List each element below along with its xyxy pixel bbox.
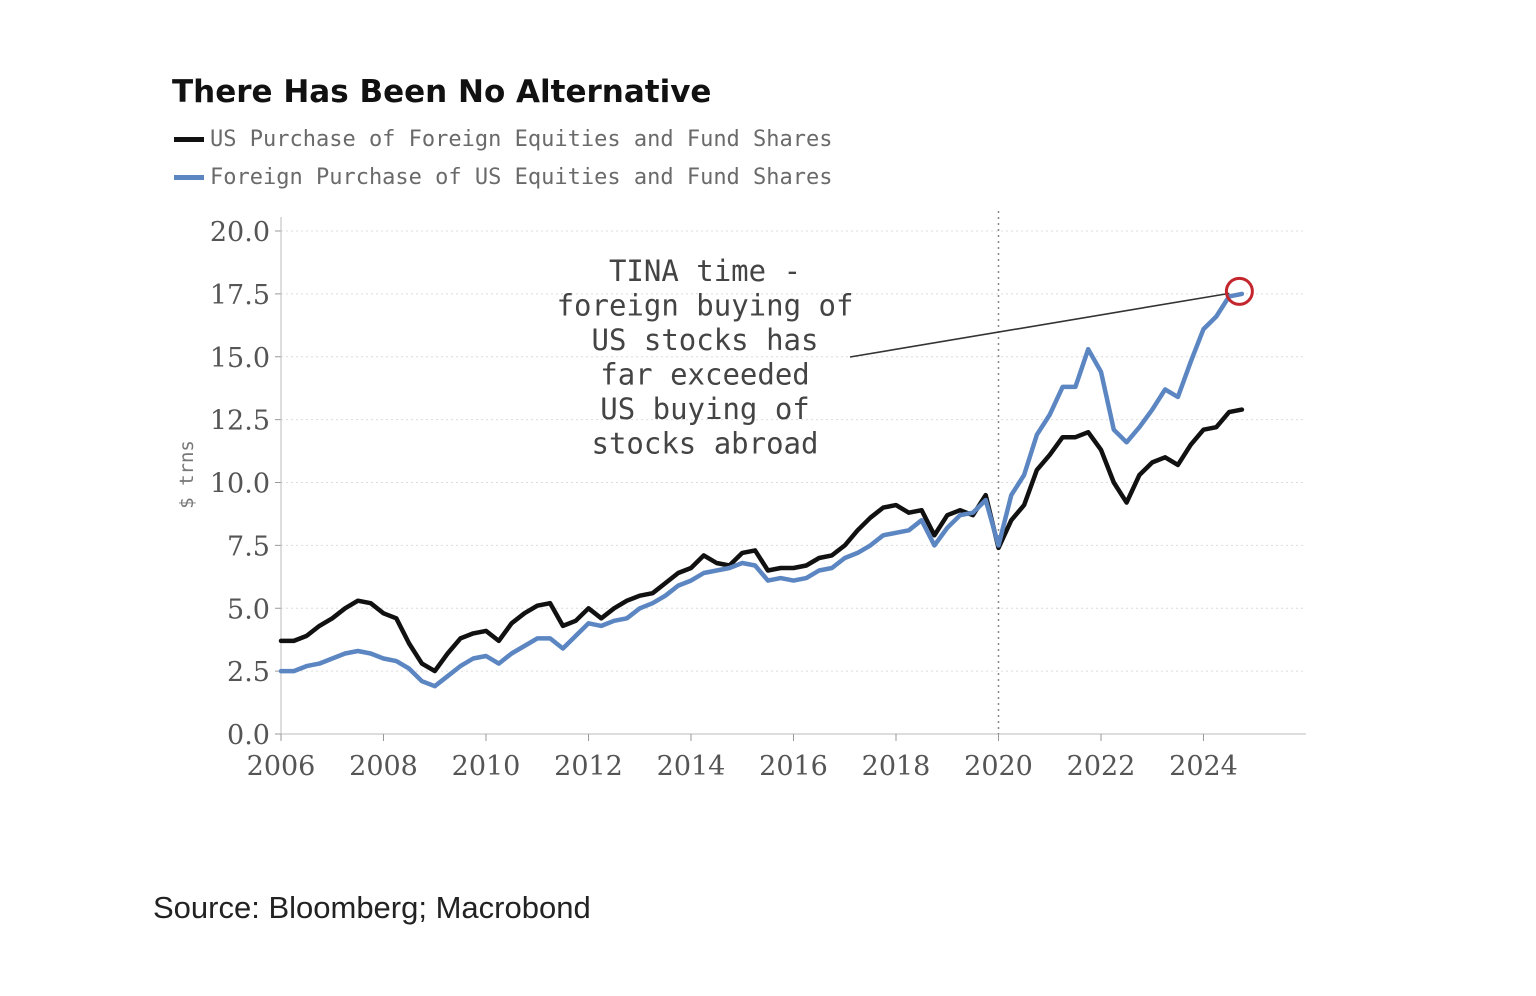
y-tick-label: 7.5 bbox=[227, 531, 270, 562]
y-tick-label: 12.5 bbox=[210, 406, 270, 437]
x-tick-label: 2016 bbox=[759, 751, 828, 782]
series-line-foreign-purchase bbox=[278, 291, 1245, 689]
chart-title: There Has Been No Alternative bbox=[172, 74, 712, 110]
source-note: Source: Bloomberg; Macrobond bbox=[153, 890, 591, 925]
legend-entry-us-purchase: US Purchase of Foreign Equities and Fund… bbox=[174, 124, 833, 154]
legend-swatch-us-purchase bbox=[174, 136, 204, 142]
x-tick-label: 2018 bbox=[862, 751, 931, 782]
y-tick-label: 0.0 bbox=[227, 720, 270, 751]
legend-swatch-foreign-purchase bbox=[174, 174, 204, 180]
legend-label-foreign-purchase: Foreign Purchase of US Equities and Fund… bbox=[210, 164, 833, 190]
x-tick-label: 2020 bbox=[964, 751, 1033, 782]
y-tick-label: 15.0 bbox=[210, 343, 270, 374]
x-tick-label: 2014 bbox=[657, 751, 726, 782]
series-lines bbox=[278, 291, 1245, 689]
annotation-highlight-circle bbox=[1224, 276, 1254, 306]
x-tick-label: 2024 bbox=[1169, 751, 1238, 782]
y-tick-label: 10.0 bbox=[210, 469, 270, 500]
annotation-text-line: far exceeded bbox=[600, 358, 810, 392]
x-tick-label: 2012 bbox=[554, 751, 623, 782]
annotation-text-line: US stocks has bbox=[592, 323, 819, 357]
axes: 0.0 2.5 5.0 7.5 10.0 12.5 15.0 17.5 20.0 2006 2008… bbox=[176, 217, 1306, 782]
y-tick-label: 20.0 bbox=[210, 217, 270, 248]
x-tick-label: 2006 bbox=[247, 751, 316, 782]
annotation-text-line: TINA time - bbox=[609, 254, 801, 288]
series-line-us-purchase bbox=[278, 407, 1245, 674]
x-tick-label: 2008 bbox=[349, 751, 418, 782]
annotation-text-line: foreign buying of bbox=[557, 289, 854, 323]
y-tick-label: 2.5 bbox=[227, 657, 270, 688]
y-tick-label: 17.5 bbox=[210, 280, 270, 311]
annotation-text-line: US buying of bbox=[600, 392, 810, 426]
legend-label-us-purchase: US Purchase of Foreign Equities and Fund… bbox=[210, 126, 833, 152]
x-tick-label: 2010 bbox=[452, 751, 521, 782]
annotation-pointer-line bbox=[849, 292, 1230, 358]
y-tick-label: 5.0 bbox=[227, 594, 270, 625]
y-axis-title: $ trns bbox=[176, 440, 198, 509]
legend-entry-foreign-purchase: Foreign Purchase of US Equities and Fund… bbox=[174, 162, 833, 192]
annotation-text-line: stocks abroad bbox=[592, 427, 819, 461]
x-tick-label: 2022 bbox=[1067, 751, 1136, 782]
